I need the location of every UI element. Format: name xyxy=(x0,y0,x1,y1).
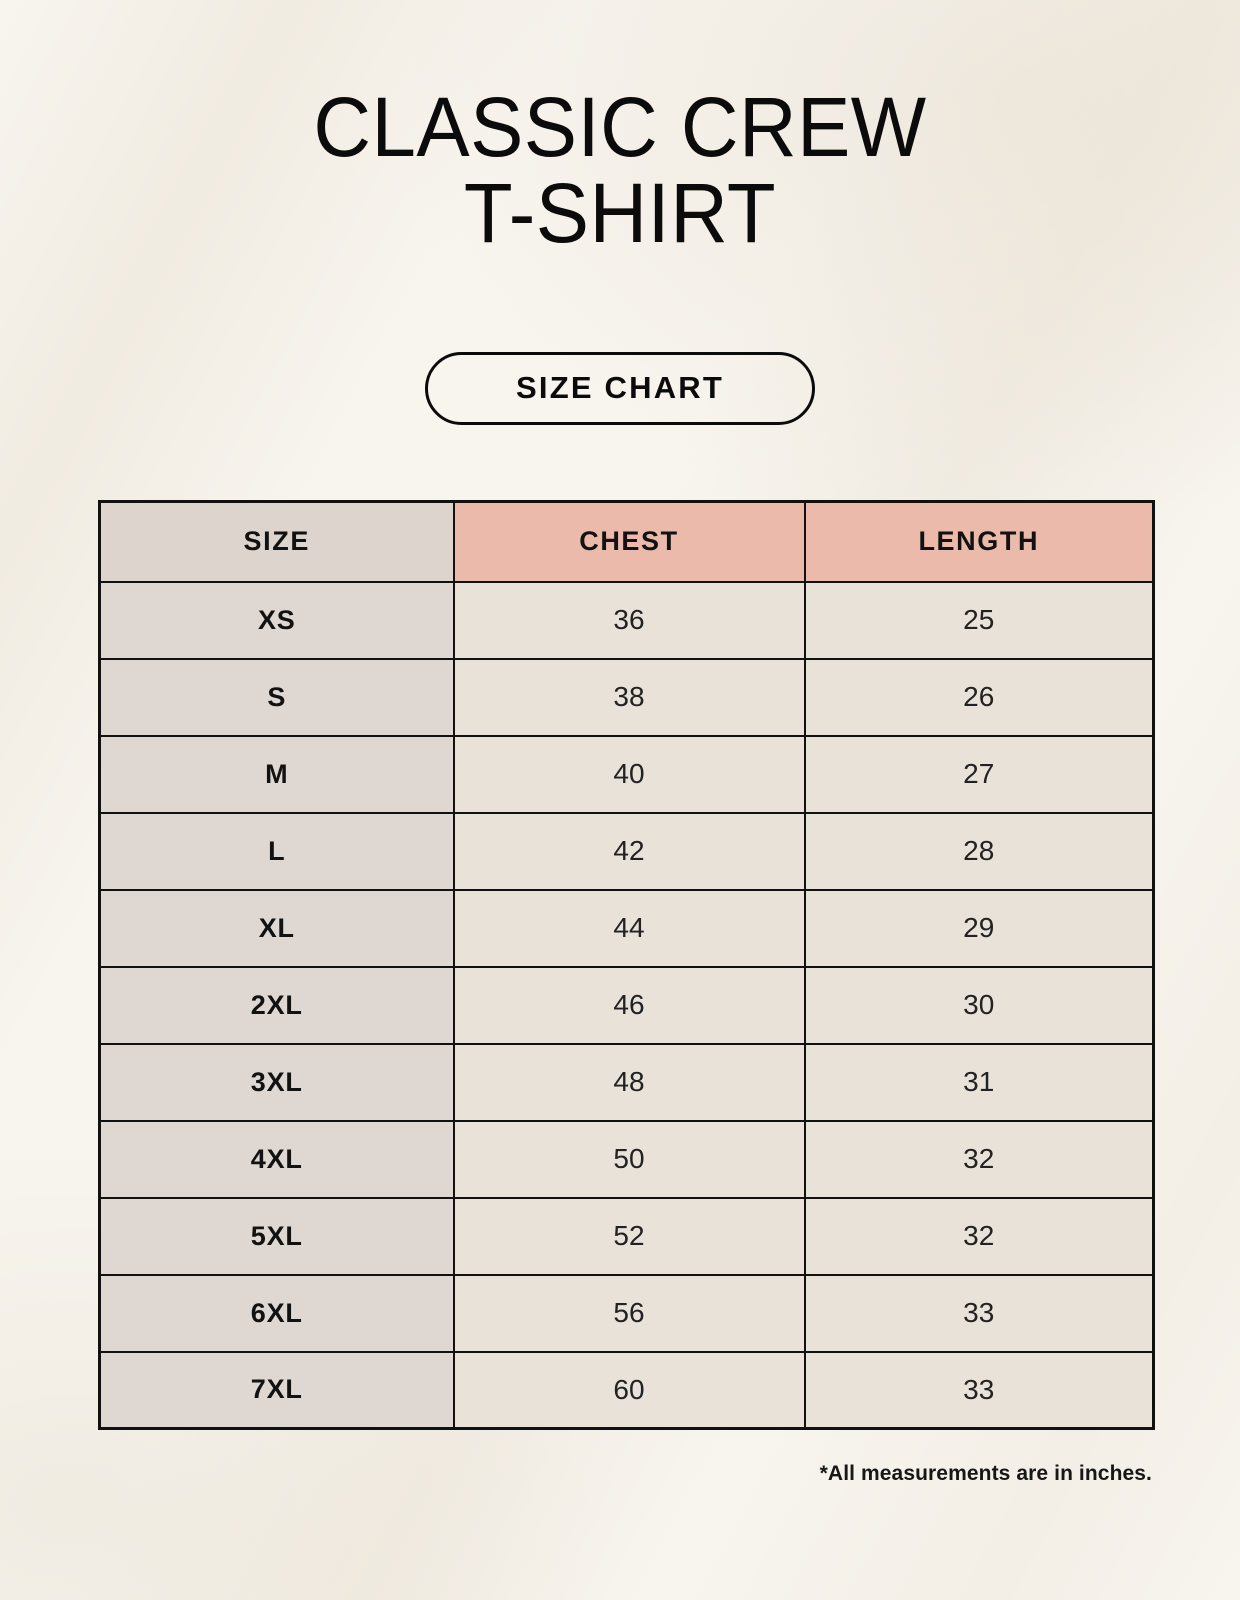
cell-chest: 36 xyxy=(452,580,806,660)
cell-size: L xyxy=(98,811,455,891)
cell-size: 7XL xyxy=(98,1350,455,1430)
cell-size: 4XL xyxy=(98,1119,455,1199)
cell-chest: 52 xyxy=(452,1196,806,1276)
size-chart-badge: SIZE CHART xyxy=(425,352,815,425)
cell-length: 32 xyxy=(803,1119,1155,1199)
column-header-chest: CHEST xyxy=(452,500,806,583)
cell-length: 31 xyxy=(803,1042,1155,1122)
cell-chest: 46 xyxy=(452,965,806,1045)
cell-chest: 60 xyxy=(452,1350,806,1430)
title-line-2: T-SHIRT xyxy=(463,166,777,260)
cell-chest: 50 xyxy=(452,1119,806,1199)
cell-length: 32 xyxy=(803,1196,1155,1276)
page-title: CLASSIC CREW T-SHIRT xyxy=(0,84,1240,256)
cell-size: 3XL xyxy=(98,1042,455,1122)
table-row: XS 36 25 xyxy=(98,580,1155,660)
title-line-1: CLASSIC CREW xyxy=(313,80,927,174)
table-row: L 42 28 xyxy=(98,811,1155,891)
cell-size: 2XL xyxy=(98,965,455,1045)
table-row: XL 44 29 xyxy=(98,888,1155,968)
cell-size: XL xyxy=(98,888,455,968)
cell-length: 29 xyxy=(803,888,1155,968)
cell-length: 33 xyxy=(803,1350,1155,1430)
measurements-footnote: *All measurements are in inches. xyxy=(819,1462,1152,1485)
column-header-length: LENGTH xyxy=(803,500,1155,583)
table-row: 2XL 46 30 xyxy=(98,965,1155,1045)
table-row: 5XL 52 32 xyxy=(98,1196,1155,1276)
table-row: 7XL 60 33 xyxy=(98,1350,1155,1430)
cell-chest: 44 xyxy=(452,888,806,968)
table-row: 3XL 48 31 xyxy=(98,1042,1155,1122)
size-table-body: XS 36 25 S 38 26 M 40 27 L 42 28 xyxy=(98,580,1155,1430)
size-chart-badge-wrap: SIZE CHART xyxy=(0,352,1240,425)
table-row: M 40 27 xyxy=(98,734,1155,814)
cell-length: 30 xyxy=(803,965,1155,1045)
cell-length: 33 xyxy=(803,1273,1155,1353)
cell-length: 26 xyxy=(803,657,1155,737)
cell-length: 27 xyxy=(803,734,1155,814)
size-table: SIZE CHEST LENGTH XS 36 25 S 38 26 M xyxy=(98,500,1155,1430)
cell-size: 6XL xyxy=(98,1273,455,1353)
cell-chest: 48 xyxy=(452,1042,806,1122)
column-header-size: SIZE xyxy=(98,500,455,583)
cell-size: 5XL xyxy=(98,1196,455,1276)
table-row: 4XL 50 32 xyxy=(98,1119,1155,1199)
cell-size: S xyxy=(98,657,455,737)
cell-chest: 56 xyxy=(452,1273,806,1353)
table-header-row: SIZE CHEST LENGTH xyxy=(98,500,1155,583)
cell-length: 28 xyxy=(803,811,1155,891)
table-row: 6XL 56 33 xyxy=(98,1273,1155,1353)
cell-size: XS xyxy=(98,580,455,660)
table-row: S 38 26 xyxy=(98,657,1155,737)
cell-size: M xyxy=(98,734,455,814)
cell-chest: 40 xyxy=(452,734,806,814)
cell-length: 25 xyxy=(803,580,1155,660)
cell-chest: 38 xyxy=(452,657,806,737)
cell-chest: 42 xyxy=(452,811,806,891)
size-table-wrap: SIZE CHEST LENGTH XS 36 25 S 38 26 M xyxy=(98,500,1155,1430)
